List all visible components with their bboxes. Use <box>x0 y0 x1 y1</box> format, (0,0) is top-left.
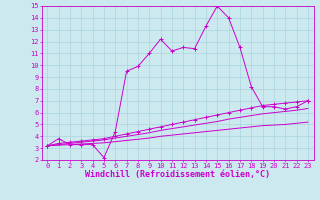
X-axis label: Windchill (Refroidissement éolien,°C): Windchill (Refroidissement éolien,°C) <box>85 170 270 179</box>
